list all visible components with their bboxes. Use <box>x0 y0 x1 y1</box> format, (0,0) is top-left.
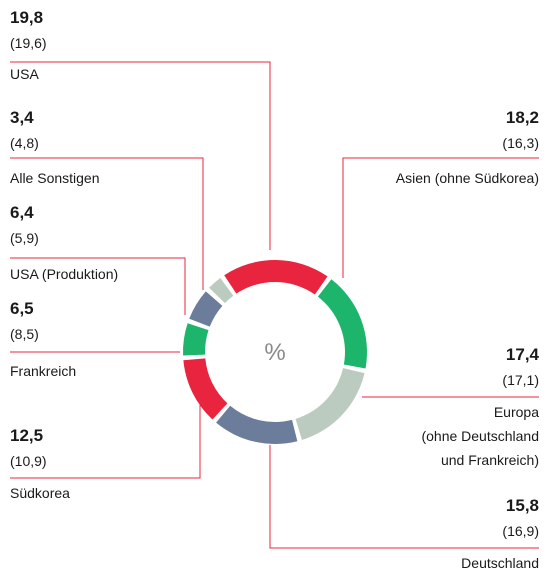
value-label: 19,8 <box>10 8 44 27</box>
leader-line <box>10 157 204 290</box>
center-label: % <box>264 339 285 366</box>
previous-value-label: (4,8) <box>10 135 39 151</box>
value-label: 6,4 <box>10 203 34 222</box>
category-label: USA (Produktion) <box>10 266 119 282</box>
previous-value-label: (16,3) <box>502 135 539 151</box>
leader-line <box>10 257 186 315</box>
leader-line <box>10 405 201 479</box>
category-label: Südkorea <box>10 485 70 501</box>
donut-segment <box>189 291 223 327</box>
value-label: 12,5 <box>10 426 44 445</box>
category-label: Frankreich <box>10 363 77 379</box>
donut-segment <box>295 368 365 440</box>
leader-line <box>342 157 539 278</box>
donut-segment <box>183 358 228 420</box>
donut-segment <box>317 279 367 369</box>
donut-segment <box>183 323 209 356</box>
previous-value-label: (5,9) <box>10 230 39 246</box>
category-label: Asien (ohne Südkorea) <box>395 170 539 186</box>
leader-line <box>10 61 271 250</box>
value-label: 18,2 <box>505 108 539 127</box>
donut-segment <box>216 405 298 444</box>
previous-value-label: (16,9) <box>502 523 539 539</box>
category-label: Europa (ohne Deutschland und Frankreich) <box>421 404 539 468</box>
value-label: 3,4 <box>10 108 34 127</box>
value-label: 17,4 <box>505 345 539 364</box>
value-label: 15,8 <box>505 496 539 515</box>
previous-value-label: (8,5) <box>10 326 39 342</box>
category-label: USA <box>10 66 39 82</box>
category-label: Alle Sonstigen <box>10 170 100 186</box>
donut-segment <box>209 278 234 304</box>
previous-value-label: (10,9) <box>10 453 47 469</box>
leader-line <box>269 445 539 549</box>
donut-segment <box>224 260 328 295</box>
previous-value-label: (17,1) <box>502 372 539 388</box>
category-label: Deutschland <box>461 555 539 571</box>
value-label: 6,5 <box>10 299 34 318</box>
previous-value-label: (19,6) <box>10 35 47 51</box>
